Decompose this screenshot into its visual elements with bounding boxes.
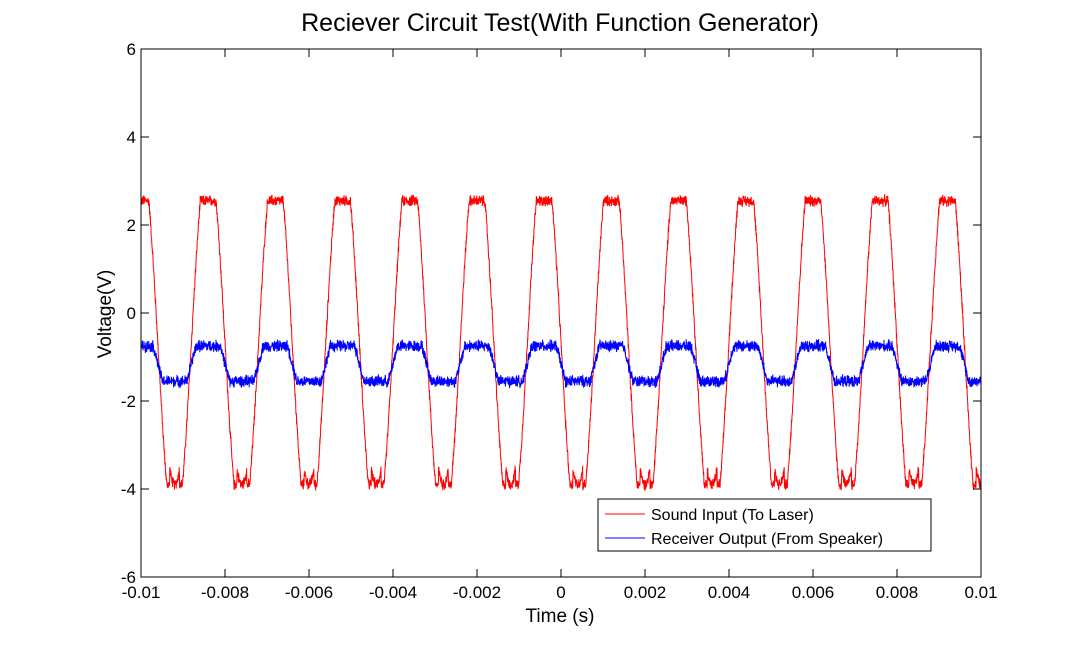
x-tick-label: -0.002 — [453, 583, 501, 602]
legend-label-receiver-output: Receiver Output (From Speaker) — [651, 531, 883, 548]
y-tick-label: -2 — [121, 392, 136, 411]
x-tick-label: -0.01 — [122, 583, 161, 602]
x-tick-label: 0 — [556, 583, 565, 602]
x-axis-label: Time (s) — [526, 606, 595, 627]
x-tick-label: -0.006 — [285, 583, 333, 602]
y-tick-label: -4 — [121, 480, 136, 499]
chart-title: Reciever Circuit Test(With Function Gene… — [301, 9, 819, 37]
x-tick-label: -0.004 — [369, 583, 417, 602]
y-axis: -6 -4 -2 0 2 4 6 — [121, 40, 981, 587]
y-tick-label: 6 — [127, 40, 136, 59]
y-axis-label: Voltage(V) — [95, 270, 116, 359]
series-line-receiver-output — [140, 339, 982, 389]
plot-background — [141, 49, 981, 577]
series-line-sound-input — [140, 194, 982, 491]
y-tick-label: 4 — [127, 128, 136, 147]
x-tick-label: 0.002 — [624, 583, 667, 602]
x-tick-label: 0.006 — [792, 583, 835, 602]
x-tick-label: 0.01 — [964, 583, 997, 602]
x-tick-label: 0.004 — [708, 583, 751, 602]
x-axis: -0.01 -0.008 -0.006 -0.004 -0.002 0 0.002 0.004… — [122, 49, 998, 602]
x-tick-label: -0.008 — [201, 583, 249, 602]
legend-label-sound-input: Sound Input (To Laser) — [651, 507, 814, 524]
series-layer — [140, 194, 982, 491]
plot-area — [141, 49, 981, 577]
legend-box — [597, 498, 932, 552]
y-tick-label: 0 — [127, 304, 136, 323]
y-tick-label: -6 — [121, 568, 136, 587]
x-tick-label: 0.008 — [876, 583, 919, 602]
legend: Sound Input (To Laser) Receiver Output (… — [597, 498, 932, 552]
y-tick-label: 2 — [127, 216, 136, 235]
